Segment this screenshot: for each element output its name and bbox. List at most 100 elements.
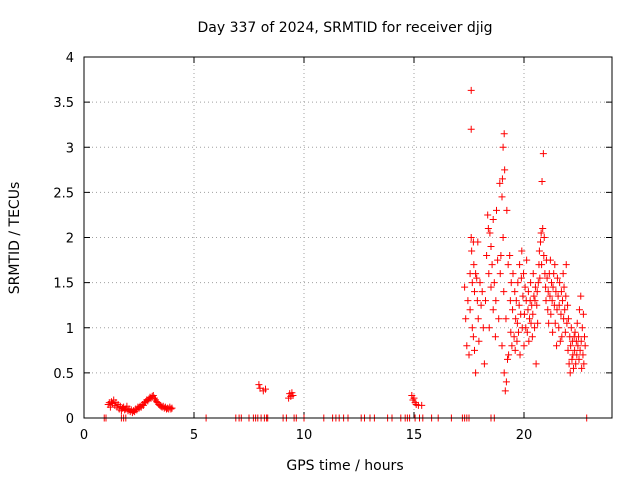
data-point [540, 234, 548, 241]
data-point [501, 387, 509, 395]
data-point [496, 270, 504, 278]
data-point [262, 385, 269, 393]
x-tick-label: 5 [190, 428, 198, 443]
data-point [513, 337, 521, 345]
data-point [573, 319, 581, 327]
data-point [578, 364, 586, 372]
y-tick-label: 0 [66, 412, 74, 427]
data-point [579, 310, 587, 318]
y-tick-label: 3 [66, 141, 74, 156]
data-point [461, 283, 469, 291]
data-point [537, 229, 545, 237]
data-point [500, 130, 508, 138]
data-point [121, 406, 129, 414]
data-point [483, 252, 491, 260]
data-point [510, 333, 518, 341]
data-point [538, 178, 546, 186]
data-point [499, 234, 507, 241]
data-point [489, 215, 497, 223]
data-point [463, 342, 471, 350]
x-axis-label: GPS time / hours [286, 458, 403, 474]
y-tick-label: 1 [66, 322, 74, 337]
data-point [485, 324, 493, 332]
data-point [487, 243, 495, 251]
data-point [472, 369, 480, 377]
data-point [523, 256, 531, 264]
data-point [512, 297, 520, 305]
data-point [482, 297, 489, 305]
data-point [471, 346, 478, 354]
plot-frame [83, 56, 613, 419]
data-point [467, 86, 475, 94]
data-point [564, 346, 572, 354]
data-point [553, 274, 561, 282]
data-point [562, 292, 570, 300]
data-point [479, 324, 487, 332]
data-point [548, 297, 556, 305]
data-point [476, 279, 484, 287]
data-point [167, 405, 175, 413]
data-point [581, 333, 588, 341]
data-point [469, 333, 477, 341]
data-point [542, 283, 550, 291]
data-point [486, 229, 494, 237]
series-srmtid-points [100, 86, 591, 422]
data-point [547, 310, 555, 318]
data-point [511, 288, 519, 296]
data-point [572, 360, 580, 368]
data-point [474, 315, 482, 323]
data-point [523, 328, 531, 336]
data-point [496, 179, 504, 187]
data-point [478, 288, 486, 296]
data-point [410, 394, 418, 402]
y-tick-label: 2.5 [53, 186, 74, 201]
data-point [546, 292, 554, 300]
y-tick-label: 1.5 [53, 277, 74, 292]
data-point [544, 306, 552, 314]
y-axis-label: SRMTID / TECUs [7, 182, 23, 295]
data-point [418, 401, 426, 409]
data-point [571, 328, 579, 336]
data-point [502, 378, 510, 386]
data-point [556, 337, 564, 345]
data-point [524, 288, 532, 296]
data-point [556, 279, 564, 287]
data-point [581, 342, 589, 350]
data-point [529, 270, 537, 278]
data-point [561, 306, 569, 314]
data-point [555, 301, 563, 309]
x-tick-label: 0 [80, 428, 88, 443]
data-point [563, 319, 571, 327]
data-point [522, 324, 530, 332]
data-point [467, 234, 475, 241]
data-point [485, 270, 493, 278]
data-point [578, 324, 586, 332]
data-point [506, 252, 514, 260]
data-point [542, 297, 550, 305]
data-point [558, 333, 566, 341]
x-tick-label: 20 [516, 428, 533, 443]
data-point [519, 292, 527, 300]
data-point [480, 360, 488, 368]
data-point [465, 351, 473, 359]
data-point [150, 394, 158, 402]
data-point [511, 346, 519, 354]
data-point [550, 270, 558, 278]
data-point [577, 292, 585, 300]
data-point [524, 306, 532, 314]
data-point [289, 391, 297, 399]
data-point [559, 270, 567, 278]
grid-lines [84, 57, 612, 418]
data-point [528, 333, 536, 341]
data-point [544, 288, 552, 296]
data-point [106, 403, 114, 411]
data-point [473, 297, 481, 305]
data-point [521, 283, 529, 291]
data-point [470, 261, 478, 269]
data-point [551, 319, 559, 327]
data-point [553, 306, 561, 314]
data-point [504, 355, 511, 363]
data-point [538, 261, 546, 269]
data-point [534, 279, 542, 287]
data-point [484, 224, 492, 232]
